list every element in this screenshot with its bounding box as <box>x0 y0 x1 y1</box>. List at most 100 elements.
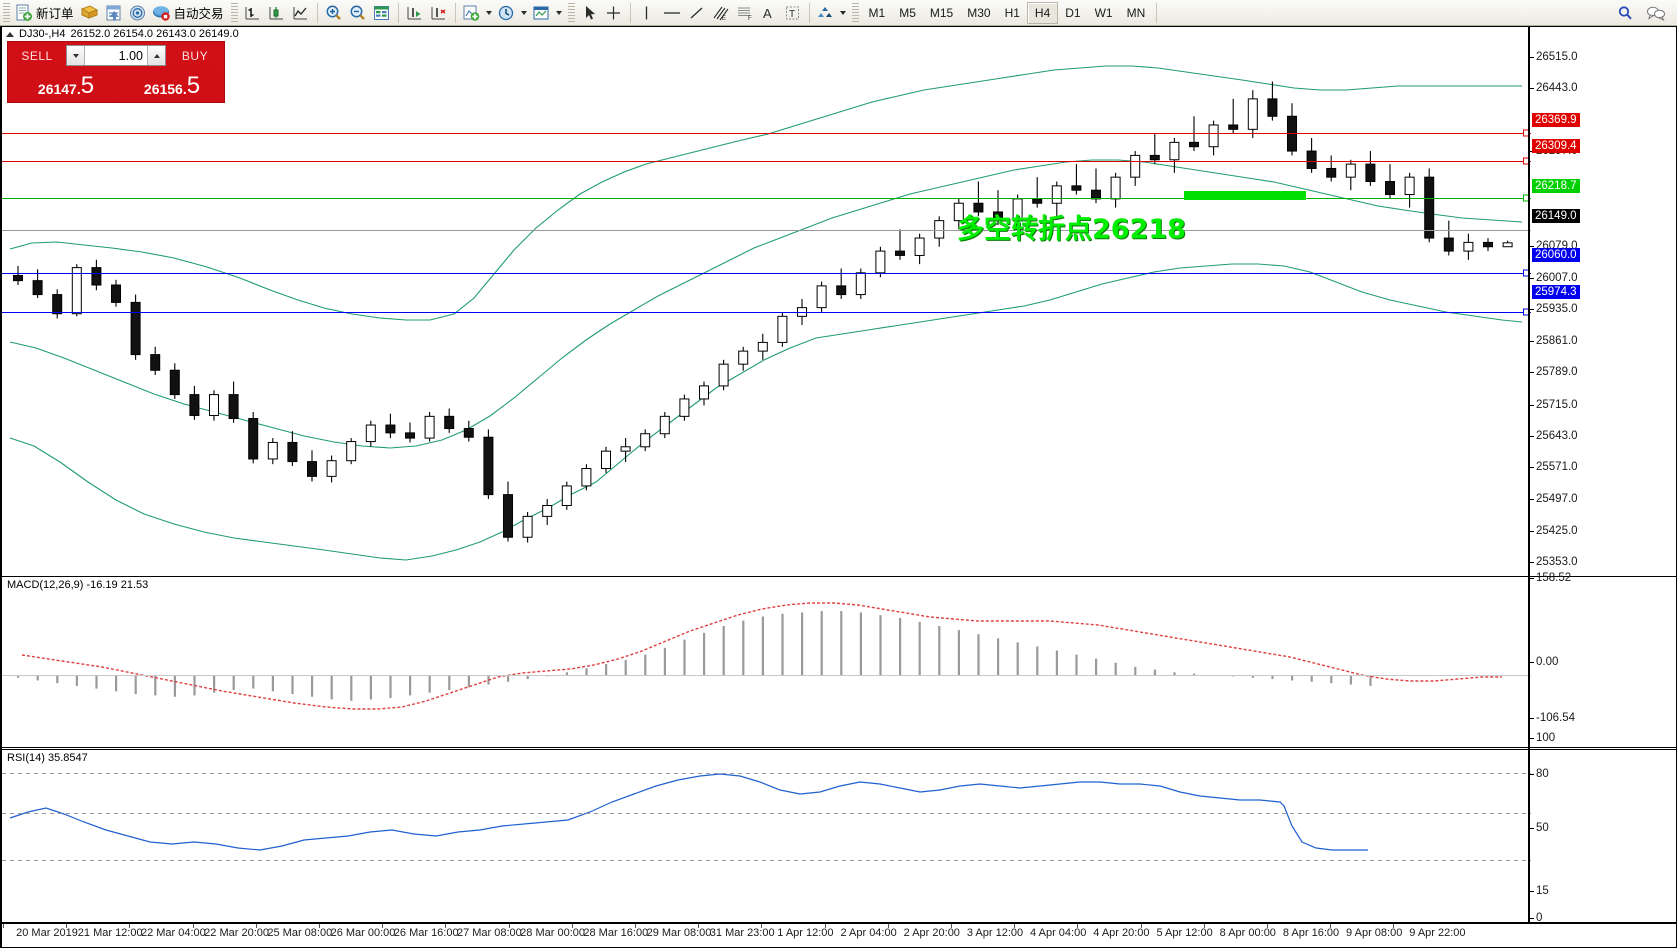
resistance-line-26369[interactable] <box>2 133 1531 134</box>
macd-bar <box>467 675 470 688</box>
candlestick-chart-button[interactable] <box>265 1 289 25</box>
cursor-button[interactable] <box>578 1 602 25</box>
zoom-out-button[interactable] <box>346 1 370 25</box>
volume-increment-button[interactable] <box>147 46 165 65</box>
vertical-line-button[interactable] <box>635 1 659 25</box>
candlestick-series <box>13 81 1513 543</box>
macd-bar <box>448 675 451 690</box>
templates-dropdown-caret[interactable] <box>554 1 565 25</box>
macd-signal-line-canvas <box>21 602 1502 710</box>
signals-button[interactable] <box>126 1 150 25</box>
price-level-badge-26060[interactable]: 26060.0 <box>1532 247 1580 262</box>
bar-chart-button[interactable] <box>241 1 265 25</box>
horizontal-line-icon <box>663 11 680 14</box>
support-line-26060[interactable] <box>2 273 1531 274</box>
support-line-25974[interactable] <box>2 312 1531 313</box>
buy-button[interactable]: 26156 . 5 <box>117 68 221 99</box>
indicators-button[interactable] <box>460 1 484 25</box>
price-tick-label: 25425.0 <box>1536 524 1578 537</box>
shapes-dropdown-caret[interactable] <box>838 1 849 25</box>
price-tick <box>1530 277 1534 279</box>
buy-price-dot: . <box>182 81 187 97</box>
volume-stepper[interactable]: 1.00 <box>66 45 166 66</box>
data-window-button[interactable] <box>370 1 394 25</box>
price-axis-line <box>1528 26 1530 922</box>
zoom-in-button[interactable] <box>322 1 346 25</box>
bollinger-middle-band <box>9 159 1523 449</box>
toolbar-grip-3[interactable] <box>567 2 575 23</box>
period-dropdown-caret[interactable] <box>519 1 530 25</box>
pivot-line-26218[interactable] <box>2 198 1531 199</box>
macd-bar <box>75 675 78 686</box>
timeframe-m15[interactable]: M15 <box>929 5 954 20</box>
fibonacci-button[interactable]: F <box>733 1 757 25</box>
timeframe-d1[interactable]: D1 <box>1065 5 1081 20</box>
horizontal-line-button[interactable] <box>659 1 685 25</box>
price-tick-label: 25935.0 <box>1536 302 1578 315</box>
new-order-button[interactable]: 新订单 <box>13 1 78 25</box>
macd-bar <box>977 634 980 675</box>
price-level-badge-26309-4[interactable]: 26309.4 <box>1532 139 1580 154</box>
price-level-badge-26369-9[interactable]: 26369.9 <box>1532 112 1580 127</box>
macd-bar <box>1134 666 1137 675</box>
collapse-triangle-icon[interactable] <box>6 31 14 37</box>
toolbar-grip-2[interactable] <box>230 2 238 23</box>
toolbar-grip[interactable] <box>3 2 10 23</box>
macd-bar <box>1095 658 1098 675</box>
crosshair-button[interactable] <box>602 1 626 25</box>
line-chart-button[interactable] <box>289 1 313 25</box>
volume-decrement-button[interactable] <box>67 46 85 65</box>
timeframe-h1[interactable]: H1 <box>1004 5 1020 20</box>
volume-value[interactable]: 1.00 <box>118 48 143 63</box>
shapes-button[interactable] <box>814 1 838 25</box>
time-tick <box>951 924 952 928</box>
timeframe-m30[interactable]: M30 <box>967 5 991 20</box>
timeframe-h4[interactable]: H4 <box>1026 1 1059 24</box>
price-pane[interactable] <box>2 42 1677 575</box>
buy-label[interactable]: BUY <box>181 48 209 63</box>
templates-button[interactable] <box>530 1 554 25</box>
text-label-icon: A <box>763 6 772 21</box>
sell-button[interactable]: 26147 . 5 <box>11 68 115 99</box>
macd-bar <box>997 638 1000 675</box>
timeframe-mn[interactable]: MN <box>1126 5 1146 20</box>
timeframe-m5[interactable]: M5 <box>899 5 916 20</box>
time-tick <box>824 924 826 928</box>
time-tick-label: 22 Mar 04:00 <box>140 927 206 939</box>
rsi-tick <box>1530 738 1534 739</box>
auto-scroll-button[interactable] <box>403 1 427 25</box>
macd-bar <box>1055 650 1058 675</box>
rsi-title: RSI(14) 35.8547 <box>7 752 88 764</box>
sell-label[interactable]: SELL <box>21 48 53 63</box>
text-box-button[interactable]: T <box>781 1 805 25</box>
rsi-level-50 <box>2 813 1531 814</box>
chart-window[interactable]: DJ30-,H4 26152.0 26154.0 26143.0 26149.0 <box>0 26 1677 948</box>
text-label-button[interactable]: A <box>757 1 781 25</box>
candle <box>659 411 670 439</box>
one-click-trading-panel[interactable]: SELL 1.00 BUY 26147 . 5 26156 . 5 <box>7 41 225 103</box>
navigator-button[interactable] <box>102 1 126 25</box>
chat-button[interactable] <box>1643 1 1669 25</box>
toolbar-grip-4[interactable] <box>851 2 859 23</box>
resistance-line-26309[interactable] <box>2 161 1531 162</box>
autotrade-button[interactable]: 自动交易 <box>150 1 228 25</box>
price-level-badge-26218-7[interactable]: 26218.7 <box>1532 178 1580 193</box>
equidistant-channel-button[interactable]: E <box>709 1 733 25</box>
time-axis-line <box>0 922 1677 924</box>
period-button[interactable] <box>495 1 519 25</box>
trendline-button[interactable] <box>685 1 709 25</box>
market-book-button[interactable] <box>78 1 102 25</box>
timeframe-w1[interactable]: W1 <box>1094 5 1113 20</box>
macd-tick-label: -106.54 <box>1536 712 1576 724</box>
macd-bar <box>1075 654 1078 675</box>
price-level-badge-25974-3[interactable]: 25974.3 <box>1532 284 1580 299</box>
rsi-pane[interactable]: RSI(14) 35.8547 <box>2 749 1677 948</box>
chart-shift-button[interactable] <box>427 1 451 25</box>
price-level-badge-26149[interactable]: 26149.0 <box>1532 208 1580 223</box>
macd-pane[interactable]: MACD(12,26,9) -16.19 21.53 <box>2 576 1677 748</box>
timeframe-m1[interactable]: M1 <box>868 5 886 20</box>
search-button[interactable] <box>1613 1 1637 25</box>
candle <box>1267 81 1278 121</box>
time-tick-label: 4 Apr 20:00 <box>1093 927 1150 939</box>
indicators-dropdown-caret[interactable] <box>484 1 495 25</box>
